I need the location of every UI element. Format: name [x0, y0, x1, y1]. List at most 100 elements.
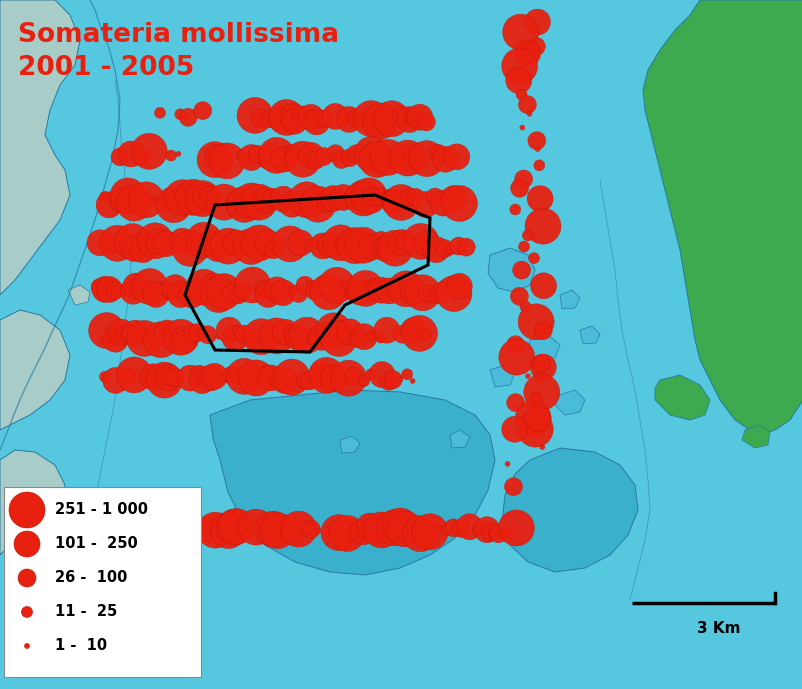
Circle shape — [380, 189, 399, 207]
Circle shape — [320, 185, 346, 212]
Circle shape — [435, 276, 472, 311]
Circle shape — [176, 517, 194, 535]
Circle shape — [110, 178, 146, 214]
Circle shape — [380, 525, 398, 543]
Circle shape — [238, 145, 264, 170]
Circle shape — [348, 524, 366, 542]
Circle shape — [437, 525, 442, 530]
Circle shape — [238, 360, 273, 396]
Circle shape — [175, 179, 211, 216]
Circle shape — [226, 187, 262, 223]
Circle shape — [161, 368, 179, 386]
Circle shape — [315, 313, 351, 349]
Circle shape — [164, 180, 200, 216]
Text: 251 - 1 000: 251 - 1 000 — [55, 502, 148, 517]
Circle shape — [92, 276, 118, 302]
Circle shape — [341, 149, 358, 167]
Circle shape — [375, 234, 401, 260]
Circle shape — [320, 366, 346, 391]
Circle shape — [523, 374, 559, 410]
Circle shape — [408, 141, 444, 176]
Circle shape — [197, 240, 203, 245]
Polygon shape — [488, 248, 534, 292]
Circle shape — [363, 517, 389, 543]
Text: 1 -  10: 1 - 10 — [55, 639, 107, 653]
Circle shape — [303, 109, 330, 135]
Polygon shape — [642, 0, 802, 435]
Circle shape — [321, 320, 357, 356]
Circle shape — [401, 369, 412, 380]
Circle shape — [298, 143, 324, 168]
Circle shape — [404, 331, 409, 336]
Circle shape — [243, 330, 261, 348]
Circle shape — [505, 68, 531, 94]
Circle shape — [398, 376, 403, 381]
Circle shape — [159, 283, 170, 294]
Circle shape — [391, 106, 410, 124]
Circle shape — [162, 509, 198, 546]
Circle shape — [270, 186, 296, 212]
Circle shape — [122, 320, 148, 346]
Circle shape — [514, 170, 532, 188]
Circle shape — [390, 140, 425, 176]
Circle shape — [244, 155, 254, 166]
Circle shape — [446, 274, 472, 299]
Circle shape — [223, 372, 228, 377]
Circle shape — [387, 511, 423, 547]
Text: 101 -  250: 101 - 250 — [55, 537, 138, 551]
Circle shape — [118, 141, 144, 167]
Circle shape — [404, 523, 415, 534]
Circle shape — [175, 109, 185, 120]
Circle shape — [334, 236, 353, 254]
Circle shape — [144, 333, 149, 338]
Circle shape — [332, 150, 350, 169]
Circle shape — [267, 368, 285, 386]
Circle shape — [345, 227, 381, 263]
Circle shape — [269, 280, 296, 306]
Circle shape — [391, 155, 396, 160]
Circle shape — [306, 280, 317, 291]
Polygon shape — [449, 430, 469, 448]
Circle shape — [222, 284, 241, 302]
Text: 3 Km: 3 Km — [696, 621, 739, 636]
Circle shape — [341, 280, 352, 291]
Circle shape — [193, 101, 212, 120]
Circle shape — [377, 230, 413, 266]
Text: 26 -  100: 26 - 100 — [55, 570, 128, 586]
Circle shape — [433, 281, 451, 300]
Circle shape — [430, 190, 456, 216]
Circle shape — [199, 326, 217, 344]
Circle shape — [272, 226, 307, 262]
Text: 11 -  25: 11 - 25 — [55, 604, 117, 619]
Circle shape — [259, 513, 295, 548]
Circle shape — [233, 229, 269, 265]
Circle shape — [524, 406, 550, 431]
Circle shape — [423, 236, 449, 263]
Circle shape — [103, 367, 128, 393]
Polygon shape — [0, 310, 70, 430]
Circle shape — [363, 512, 399, 548]
Circle shape — [293, 106, 310, 124]
Circle shape — [278, 192, 305, 217]
Circle shape — [189, 368, 215, 393]
Circle shape — [519, 125, 525, 130]
Circle shape — [153, 231, 179, 257]
Circle shape — [381, 189, 407, 215]
Circle shape — [271, 367, 298, 393]
Circle shape — [456, 514, 482, 539]
Circle shape — [140, 364, 165, 390]
Circle shape — [279, 103, 306, 130]
Circle shape — [177, 365, 203, 391]
Circle shape — [524, 9, 550, 35]
Circle shape — [162, 282, 180, 300]
Circle shape — [365, 369, 376, 380]
Circle shape — [143, 281, 169, 307]
Circle shape — [449, 237, 467, 255]
Circle shape — [132, 269, 168, 305]
Circle shape — [158, 196, 163, 201]
Circle shape — [533, 371, 544, 382]
Circle shape — [218, 508, 254, 544]
Circle shape — [329, 515, 365, 551]
Circle shape — [127, 320, 162, 356]
Circle shape — [9, 492, 45, 528]
